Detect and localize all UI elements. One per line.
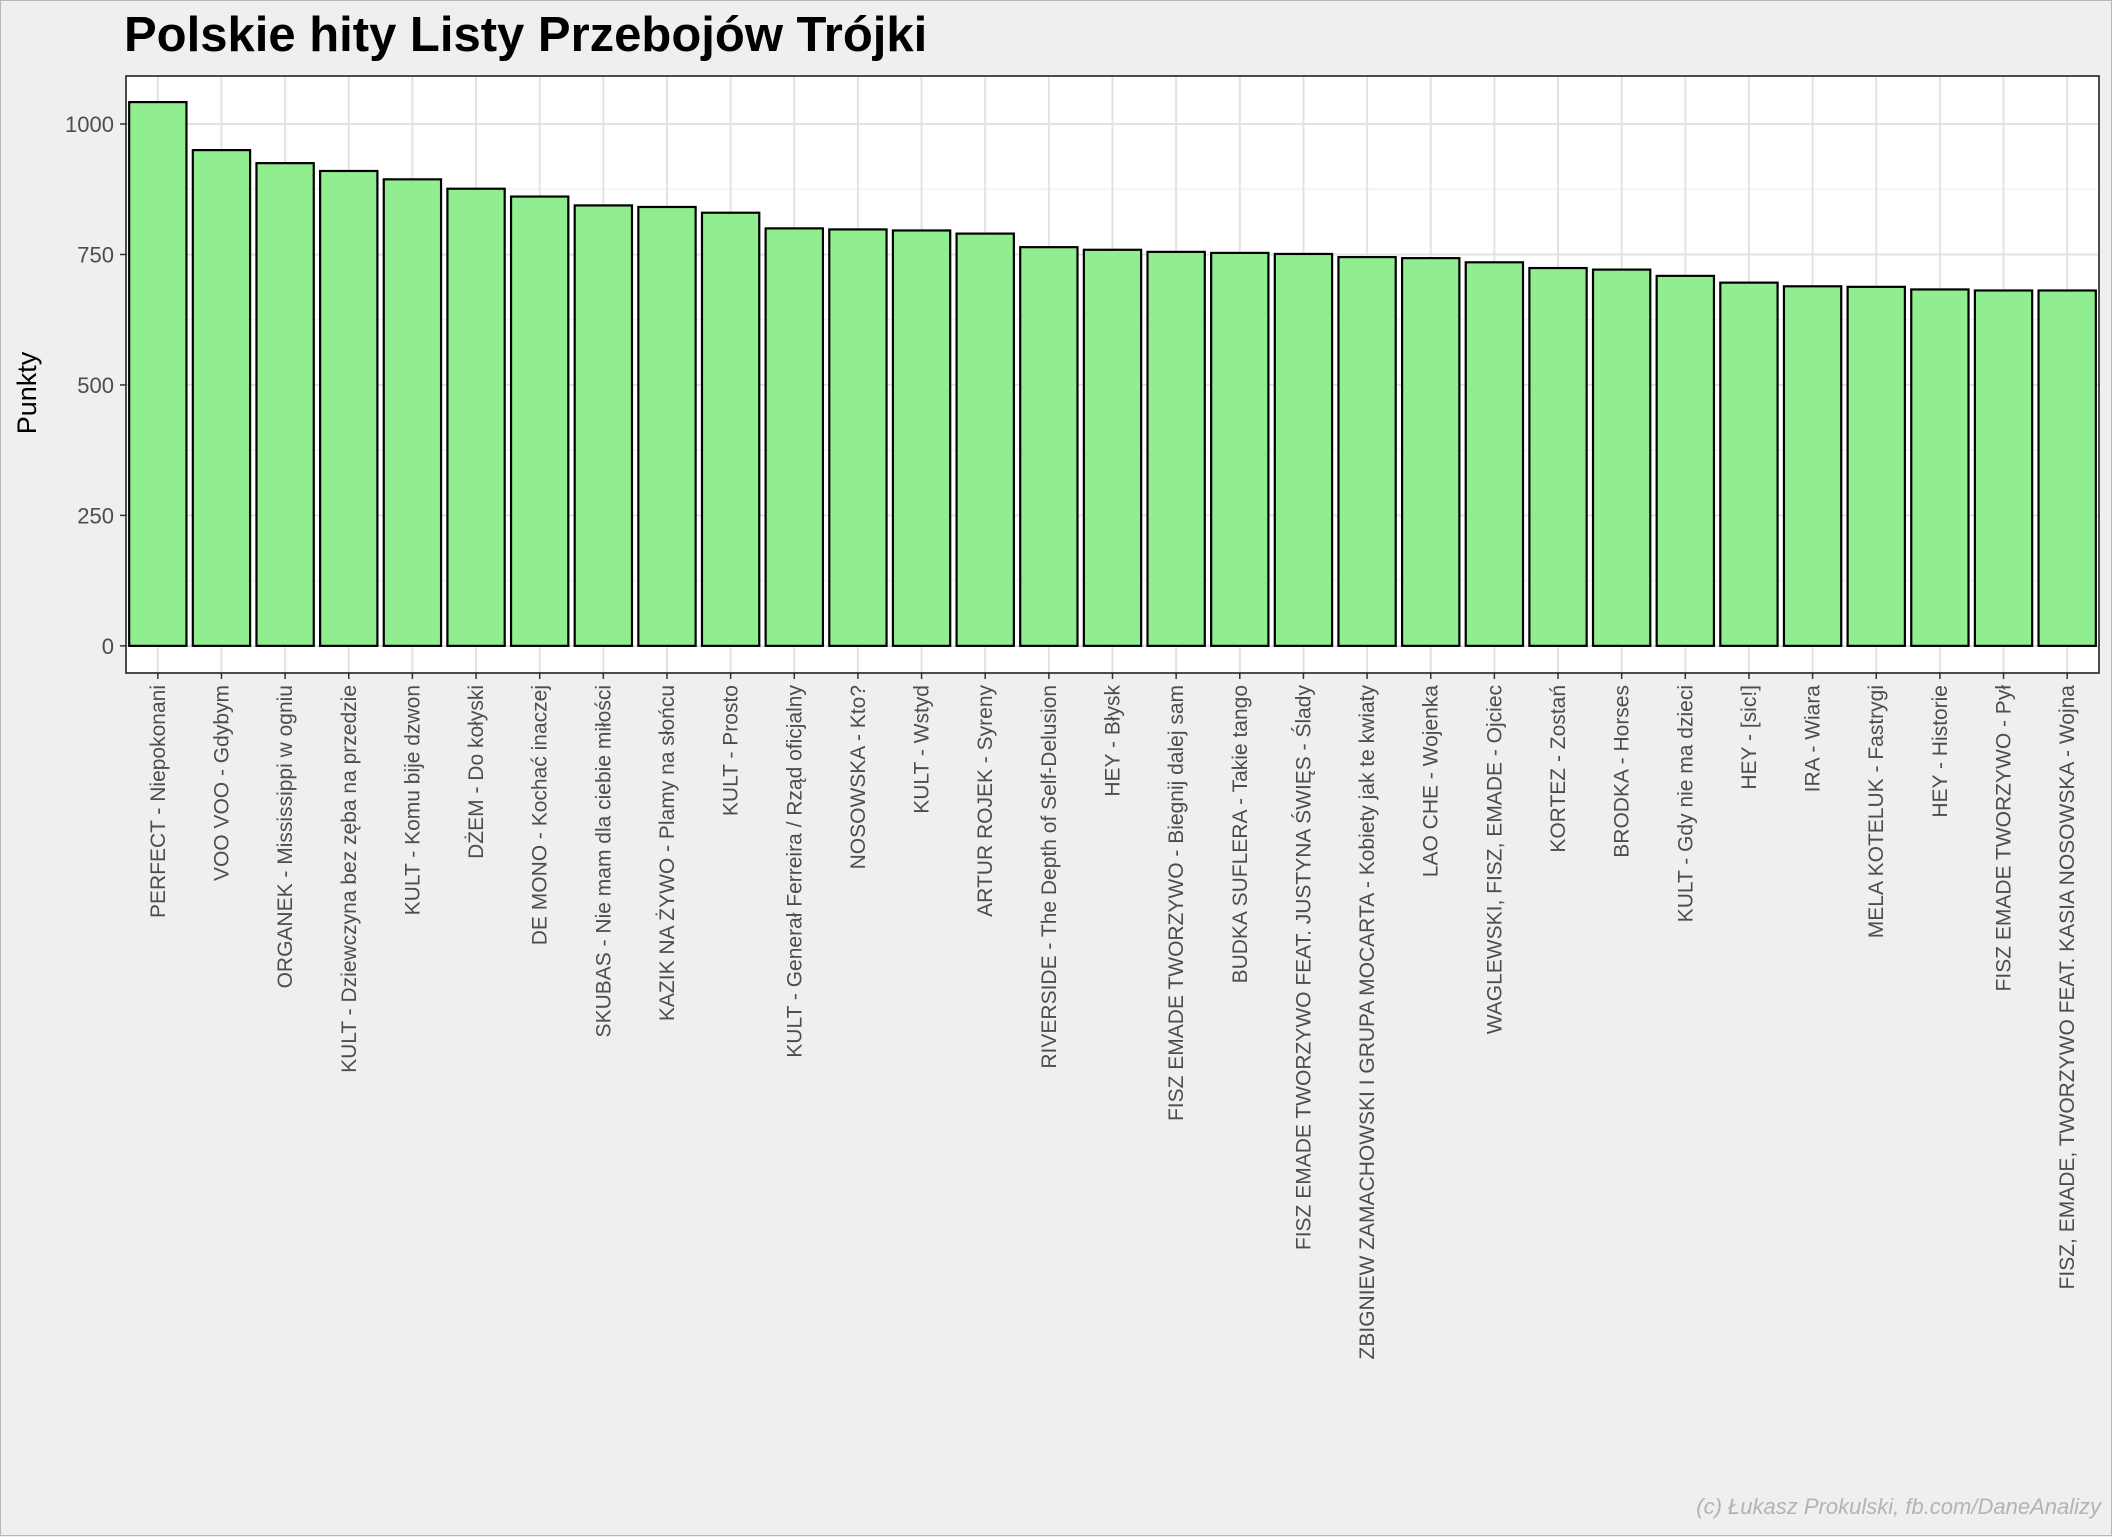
x-tick-label: LAO CHE - Wojenka xyxy=(1420,685,1443,877)
bar xyxy=(1528,266,1588,647)
x-tick-label: VOO VOO - Gdybym xyxy=(210,685,233,881)
x-tick-label: KORTEZ - Zostań xyxy=(1547,685,1570,853)
x-tick-label: FISZ EMADE TWORZYWO FEAT. JUSTYNA ŚWIĘS … xyxy=(1291,685,1315,1251)
bar xyxy=(2037,289,2097,647)
x-tick-label: IRA - Wiara xyxy=(1802,685,1825,793)
x-tick-label: NOSOWSKA - Kto? xyxy=(847,685,870,869)
chart-caption: (c) Łukasz Prokulski, fb.com/DaneAnalizy xyxy=(1696,1494,2103,1519)
y-tick-label: 750 xyxy=(77,242,114,267)
bar xyxy=(573,204,634,647)
x-tick-label: HEY - Błysk xyxy=(1102,685,1125,797)
bar xyxy=(509,195,570,647)
x-tick-label: KULT - Wstyd xyxy=(911,685,934,814)
bar xyxy=(1464,261,1525,647)
plot-panel-border xyxy=(125,75,2100,674)
y-tick-label: 250 xyxy=(77,503,114,528)
y-tick-label: 500 xyxy=(77,373,114,398)
chart-title: Polskie hity Listy Przebojów Trójki xyxy=(124,8,927,62)
x-tick-label: DŻEM - Do kołyski xyxy=(465,685,488,859)
y-axis-ticks: 0 250 500 750 1000 xyxy=(65,112,126,659)
bar xyxy=(1210,251,1270,647)
x-tick-label: PERFECT - Niepokonani xyxy=(147,685,170,918)
bar xyxy=(446,187,506,647)
bar xyxy=(700,211,761,647)
x-tick-label: RIVERSIDE - The Depth of Self-Delusion xyxy=(1038,685,1061,1069)
y-tick-label: 1000 xyxy=(65,112,114,137)
x-tick-label: KULT - Generał Ferreira / Rząd oficjalny xyxy=(783,685,806,1058)
x-tick-label: MELA KOTELUK - Fastrygi xyxy=(1865,685,1888,938)
bar xyxy=(128,100,188,647)
bar xyxy=(1400,257,1461,647)
bar xyxy=(1655,274,1716,647)
bar xyxy=(1082,248,1143,647)
x-tick-label: KAZIK NA ŻYWO - Plamy na słońcu xyxy=(656,685,679,1021)
bar xyxy=(319,169,379,647)
x-tick-label: KULT - Dziewczyna bez zęba na przedzie xyxy=(338,685,361,1073)
bar xyxy=(1337,255,1397,647)
bar xyxy=(1273,252,1334,647)
bar xyxy=(764,227,825,647)
bar xyxy=(637,205,697,647)
bar xyxy=(1146,250,1206,647)
x-tick-label: FISZ EMADE TWORZYWO - Pył xyxy=(1993,685,2016,992)
bar xyxy=(191,149,252,647)
bar xyxy=(1719,281,1779,647)
x-tick-label: KULT - Komu bije dzwon xyxy=(401,685,424,915)
bar xyxy=(955,232,1015,647)
x-tick-label: BUDKA SUFLERA - Takie tango xyxy=(1229,685,1252,983)
x-tick-label: FISZ EMADE TWORZYWO - Biegnij dalej sam xyxy=(1165,685,1188,1121)
x-tick-label: KULT - Gdy nie ma dzieci xyxy=(1674,685,1697,922)
x-tick-label: ORGANEK - Mississippi w ogniu xyxy=(274,685,297,988)
x-tick-label: DE MONO - Kochać inaczej xyxy=(529,685,552,945)
x-tick-label: ZBIGNIEW ZAMACHOWSKI I GRUPA MOCARTA - K… xyxy=(1356,685,1379,1360)
x-tick-label: HEY - [sic!] xyxy=(1738,685,1761,790)
bar xyxy=(1846,285,1906,647)
x-tick-label: BRODKA - Horses xyxy=(1611,685,1634,858)
bar xyxy=(1591,268,1652,647)
bar xyxy=(1973,289,2034,647)
bar xyxy=(1782,285,1843,647)
x-tick-label: WAGLEWSKI, FISZ, EMADE - Ojciec xyxy=(1483,685,1506,1034)
x-tick-label: HEY - Historie xyxy=(1929,685,1952,818)
bar xyxy=(1910,288,1970,647)
x-tick-label: FISZ, EMADE, TWORZYWO FEAT. KASIA NOSOWS… xyxy=(2056,685,2079,1290)
x-axis-ticks: PERFECT - Niepokonani VOO VOO - Gdybym ORG… xyxy=(147,673,2079,1359)
x-tick-label: SKUBAS - Nie mam dla ciebie miłości xyxy=(592,685,615,1037)
y-tick-label: 0 xyxy=(102,634,114,659)
x-tick-label: KULT - Prosto xyxy=(720,685,743,816)
bars xyxy=(128,100,2097,647)
bar xyxy=(382,178,443,647)
bar xyxy=(1019,246,1079,647)
bar xyxy=(255,162,315,647)
y-axis-label: Punkty xyxy=(12,351,42,434)
x-tick-label: ARTUR ROJEK - Syreny xyxy=(974,685,997,917)
bar xyxy=(891,229,952,647)
bar xyxy=(828,228,888,647)
